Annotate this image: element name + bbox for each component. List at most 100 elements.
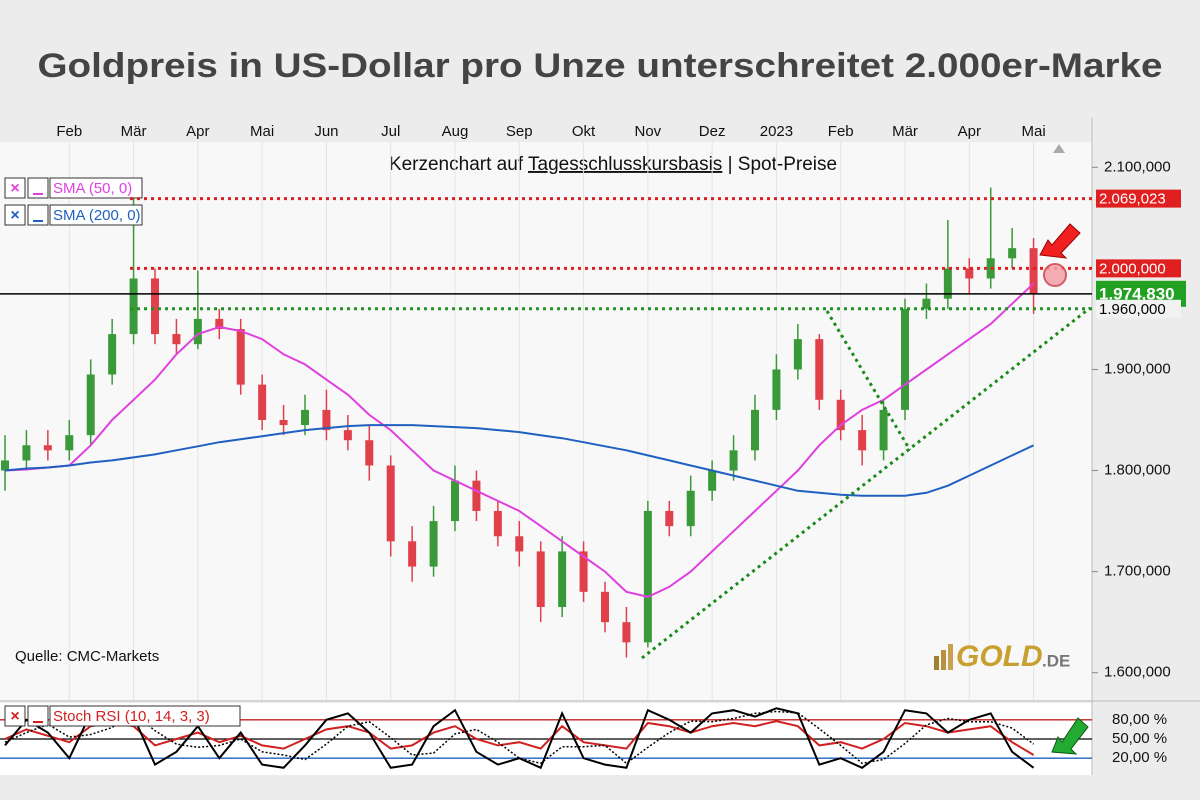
candle-body xyxy=(558,551,567,608)
candle-body xyxy=(708,470,717,491)
candle-body xyxy=(43,445,52,451)
candle-body xyxy=(601,591,609,623)
stoch-line xyxy=(4,707,1035,770)
candle-body xyxy=(172,334,181,345)
chart-title: Goldpreis in US-Dollar pro Unze untersch… xyxy=(38,47,1163,85)
candle-body xyxy=(815,339,824,400)
candle-body xyxy=(879,409,888,451)
candle-body xyxy=(943,268,952,299)
legend-label-box xyxy=(49,204,143,226)
candle-body xyxy=(386,465,395,542)
scroll-marker xyxy=(1053,144,1065,153)
level-label-box xyxy=(1096,259,1181,278)
x-tick-label: Mär xyxy=(121,123,147,140)
level-label: 2.000,000 xyxy=(1099,260,1166,277)
candle-body xyxy=(901,308,909,410)
candle-body xyxy=(643,510,652,643)
candle-body xyxy=(472,480,481,511)
y-tick-label: 1.800,000 xyxy=(1104,462,1171,479)
candle-body xyxy=(258,384,267,420)
legend-box xyxy=(4,177,26,199)
candle-body xyxy=(215,318,224,330)
trendline xyxy=(825,310,912,451)
x-tick-label: Aug xyxy=(442,123,469,140)
logo-bar xyxy=(948,644,953,670)
sma-line xyxy=(4,282,1035,598)
red-arrow xyxy=(1039,223,1081,259)
candle-body xyxy=(665,510,674,527)
candle-body xyxy=(751,409,759,451)
candle-body xyxy=(686,490,695,527)
y-tick-label: 1.700,000 xyxy=(1104,563,1171,580)
candle-body xyxy=(279,420,288,426)
logo: GOLD .DE xyxy=(934,640,1070,673)
x-tick-label: Mai xyxy=(250,123,274,140)
candle-body xyxy=(22,445,31,461)
candle-body xyxy=(836,399,845,431)
candle-body xyxy=(65,435,74,451)
x-tick-label: Jun xyxy=(314,123,338,140)
x-tick-label: Apr xyxy=(186,123,209,140)
legend-x: × xyxy=(10,708,19,725)
y-tick-label: 20,00 % xyxy=(1112,749,1167,766)
candle-body xyxy=(986,258,995,279)
x-tick-label: Feb xyxy=(56,123,82,140)
price-panel xyxy=(0,142,1092,700)
legend-box xyxy=(4,705,26,727)
candle-body xyxy=(1008,248,1017,259)
x-tick-label: Mär xyxy=(892,123,918,140)
candle-body xyxy=(772,369,781,410)
trendlines xyxy=(641,306,1091,660)
candle-body xyxy=(729,450,738,471)
highlight-circle xyxy=(1043,263,1067,287)
candle-body xyxy=(408,541,417,567)
level-label-box xyxy=(1096,299,1181,318)
x-tick-label: 2023 xyxy=(760,123,793,140)
x-tick-label: Dez xyxy=(699,123,726,140)
candle-body xyxy=(301,409,309,426)
logo-text: GOLD xyxy=(956,640,1043,673)
candle-body xyxy=(322,409,331,431)
candle-body xyxy=(365,440,374,466)
legend-box xyxy=(4,204,26,226)
legend-x: × xyxy=(10,207,19,224)
subtitle: Kerzenchart auf Tagesschlusskursbasis | … xyxy=(389,154,837,175)
y-tick-label: 80,00 % xyxy=(1112,711,1167,728)
subtitle-part: Kerzenchart auf xyxy=(389,154,528,175)
candle-body xyxy=(1029,248,1038,294)
candle-body xyxy=(236,329,245,385)
legend-label-box xyxy=(49,705,241,727)
candle-body xyxy=(622,622,631,643)
level-label: 1.960,000 xyxy=(1099,301,1166,318)
y-tick-label: 2.100,000 xyxy=(1104,158,1171,175)
legend-label: SMA (200, 0) xyxy=(53,207,141,224)
candle-body xyxy=(108,334,117,375)
logo-suffix: .DE xyxy=(1042,651,1070,670)
candle-body xyxy=(151,278,159,335)
logo-bar xyxy=(941,650,946,670)
logo-bar xyxy=(934,656,939,670)
x-tick-label: Okt xyxy=(572,123,596,140)
sma-line xyxy=(4,424,1035,497)
marks: 1.600,000 1.700,000 1.800,000 1.900,000 2.10… xyxy=(0,142,1186,770)
x-tick-label: Mai xyxy=(1021,123,1045,140)
level-label: 2.069,023 xyxy=(1099,191,1166,208)
candle-body xyxy=(129,278,138,335)
stoch-line xyxy=(4,710,1035,765)
source: Quelle: CMC-Markets xyxy=(15,648,159,665)
x-tick-label: Feb xyxy=(828,123,854,140)
candle-body xyxy=(965,268,974,279)
candle-body xyxy=(493,510,502,537)
candle-body xyxy=(343,430,352,441)
candle-body xyxy=(515,536,524,552)
candle-body xyxy=(579,551,588,592)
legend-label: Stoch RSI (10, 14, 3, 3) xyxy=(53,708,210,725)
x-tick-label: Apr xyxy=(958,123,981,140)
stoch-line xyxy=(4,720,1035,756)
candle-body xyxy=(429,521,438,567)
subtitle-part: | Spot-Preise xyxy=(722,154,837,175)
x-tick-label: Nov xyxy=(635,123,662,140)
candle-body xyxy=(793,339,802,370)
